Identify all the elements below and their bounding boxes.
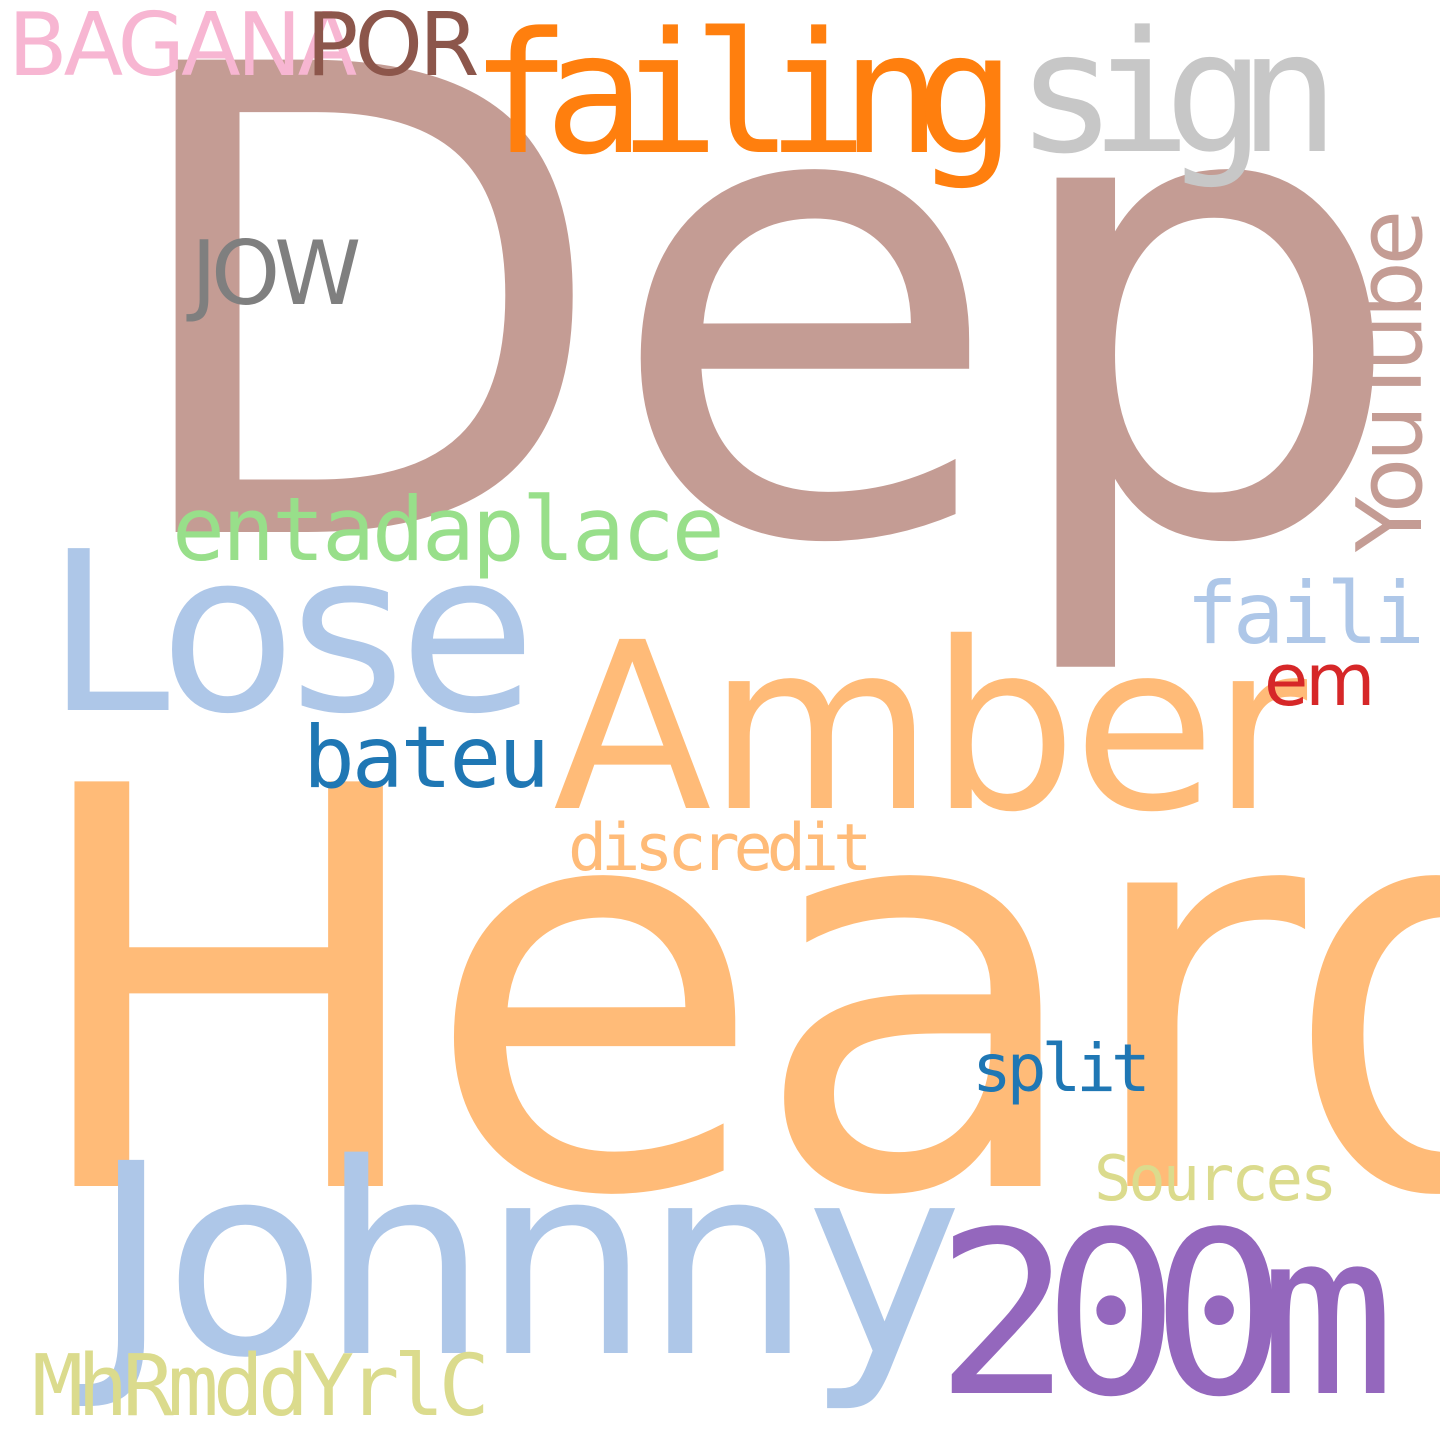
- word-depp: Depp: [112, 0, 1440, 685]
- word-johnny: Johnny: [92, 1108, 963, 1416]
- word-200m: 200m: [935, 1184, 1395, 1440]
- word-entadaplace: entadaplace: [172, 478, 725, 581]
- word-amber: Amber: [553, 593, 1307, 863]
- word-discredit: discredit: [568, 811, 872, 886]
- word-lose: Lose: [46, 505, 536, 763]
- word-faili: faili: [1186, 564, 1425, 664]
- word-bagana: BAGANA: [8, 0, 357, 96]
- word-heard: Heard: [20, 671, 1440, 1317]
- word-jow: JOW: [191, 222, 361, 325]
- word-sources: Sources: [1094, 1142, 1337, 1215]
- word-bateu: bateu: [303, 708, 550, 808]
- word-mhrmddyrlc: MhRmddYrlC: [32, 1337, 490, 1436]
- word-em: em: [1264, 638, 1375, 722]
- word-sign: sign: [1016, 0, 1340, 191]
- word-youtube: YouTube: [1338, 214, 1440, 552]
- word-por: POR: [306, 0, 479, 96]
- word-failing: failing: [470, 0, 1016, 192]
- word-split: split: [972, 1030, 1151, 1107]
